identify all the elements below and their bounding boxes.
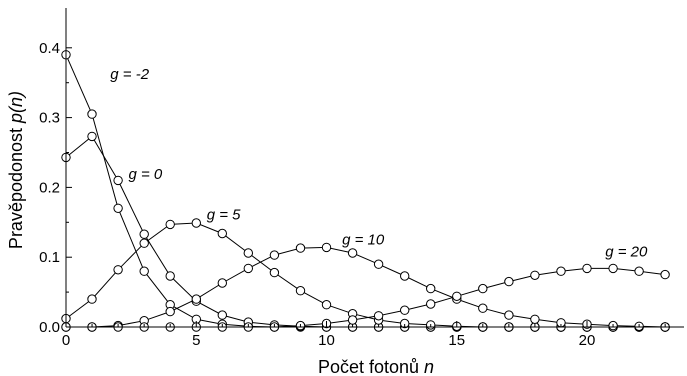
series-3-point (269, 250, 280, 260)
y-tick-label: 0.4 (39, 40, 60, 57)
series-2-point (295, 286, 306, 296)
series-4-point (530, 270, 540, 280)
series-4-point (478, 283, 488, 294)
x-tick-label: 5 (192, 332, 200, 349)
series-4-point (582, 263, 592, 274)
series-0-point (87, 109, 97, 119)
series-annotation-1: g = 0 (129, 166, 163, 183)
series-4-point (400, 305, 410, 315)
series-line-4 (66, 267, 666, 328)
y-tick-label: 0.1 (39, 249, 60, 266)
series-4-point (373, 311, 384, 321)
y-axis-label: Pravěpodonost p(n) (6, 91, 26, 249)
plot-marks (61, 50, 670, 332)
series-annotation-2: g = 5 (207, 207, 241, 224)
series-3-point (165, 306, 175, 317)
x-axis-label: Počet fotonů n (318, 357, 434, 376)
series-3-point (321, 242, 332, 253)
series-2-point (87, 294, 97, 304)
series-2-point (400, 318, 410, 329)
series-4-point (660, 269, 670, 280)
axes (65, 8, 684, 328)
series-2-point (165, 219, 175, 230)
series-annotation-3: g = 10 (342, 232, 385, 249)
series-4-point (452, 291, 462, 301)
series-4-point (608, 263, 618, 274)
series-4-point (347, 315, 358, 325)
series-2-point (321, 300, 332, 310)
series-3-point (295, 243, 306, 253)
series-3-point (243, 263, 254, 274)
series-1-point (217, 310, 228, 320)
x-tick-label: 0 (62, 332, 70, 349)
y-tick-label: 0.2 (39, 179, 60, 196)
series-1-point (139, 229, 149, 239)
series-3-point (217, 278, 228, 288)
series-2-point (269, 267, 280, 278)
series-2-point (243, 248, 254, 258)
series-2-point (113, 265, 123, 275)
series-3-point (191, 294, 202, 304)
series-annotation-4: g = 20 (605, 244, 648, 261)
series-2-point (139, 238, 149, 248)
tick-labels: 0 5 10 15 20 0.0 0.1 0.2 0.3 0.4 (39, 40, 595, 349)
series-4-point (504, 276, 514, 287)
series-3-point (347, 248, 358, 258)
series-annotations: g = -2 g = 0 g = 5 g = 10 g = 20 (110, 66, 648, 260)
series-1-point (165, 271, 175, 281)
series-3-point (400, 271, 410, 281)
series-4-point (634, 266, 644, 276)
series-4-point (426, 299, 436, 309)
y-tick-label: 0.0 (39, 319, 60, 336)
series-2-point (217, 228, 228, 239)
y-tick-label: 0.3 (39, 110, 60, 127)
series-line-0 (65, 54, 666, 328)
series-3-point (504, 310, 514, 320)
series-annotation-0: g = -2 (110, 66, 149, 83)
series-3-point (426, 283, 436, 294)
series-2-point (191, 218, 202, 228)
series-1-point (87, 131, 97, 142)
x-tick-label: 10 (318, 332, 335, 349)
series-3-point (373, 259, 384, 269)
series-0-point (113, 203, 123, 214)
series-line-3 (66, 246, 666, 328)
series-3-point (530, 314, 540, 324)
series-3-point (478, 303, 488, 313)
x-tick-label: 20 (579, 332, 596, 349)
series-4-point (556, 266, 566, 276)
series-1-point (113, 175, 123, 186)
series-0-point (139, 266, 149, 276)
x-tick-label: 15 (448, 332, 465, 349)
